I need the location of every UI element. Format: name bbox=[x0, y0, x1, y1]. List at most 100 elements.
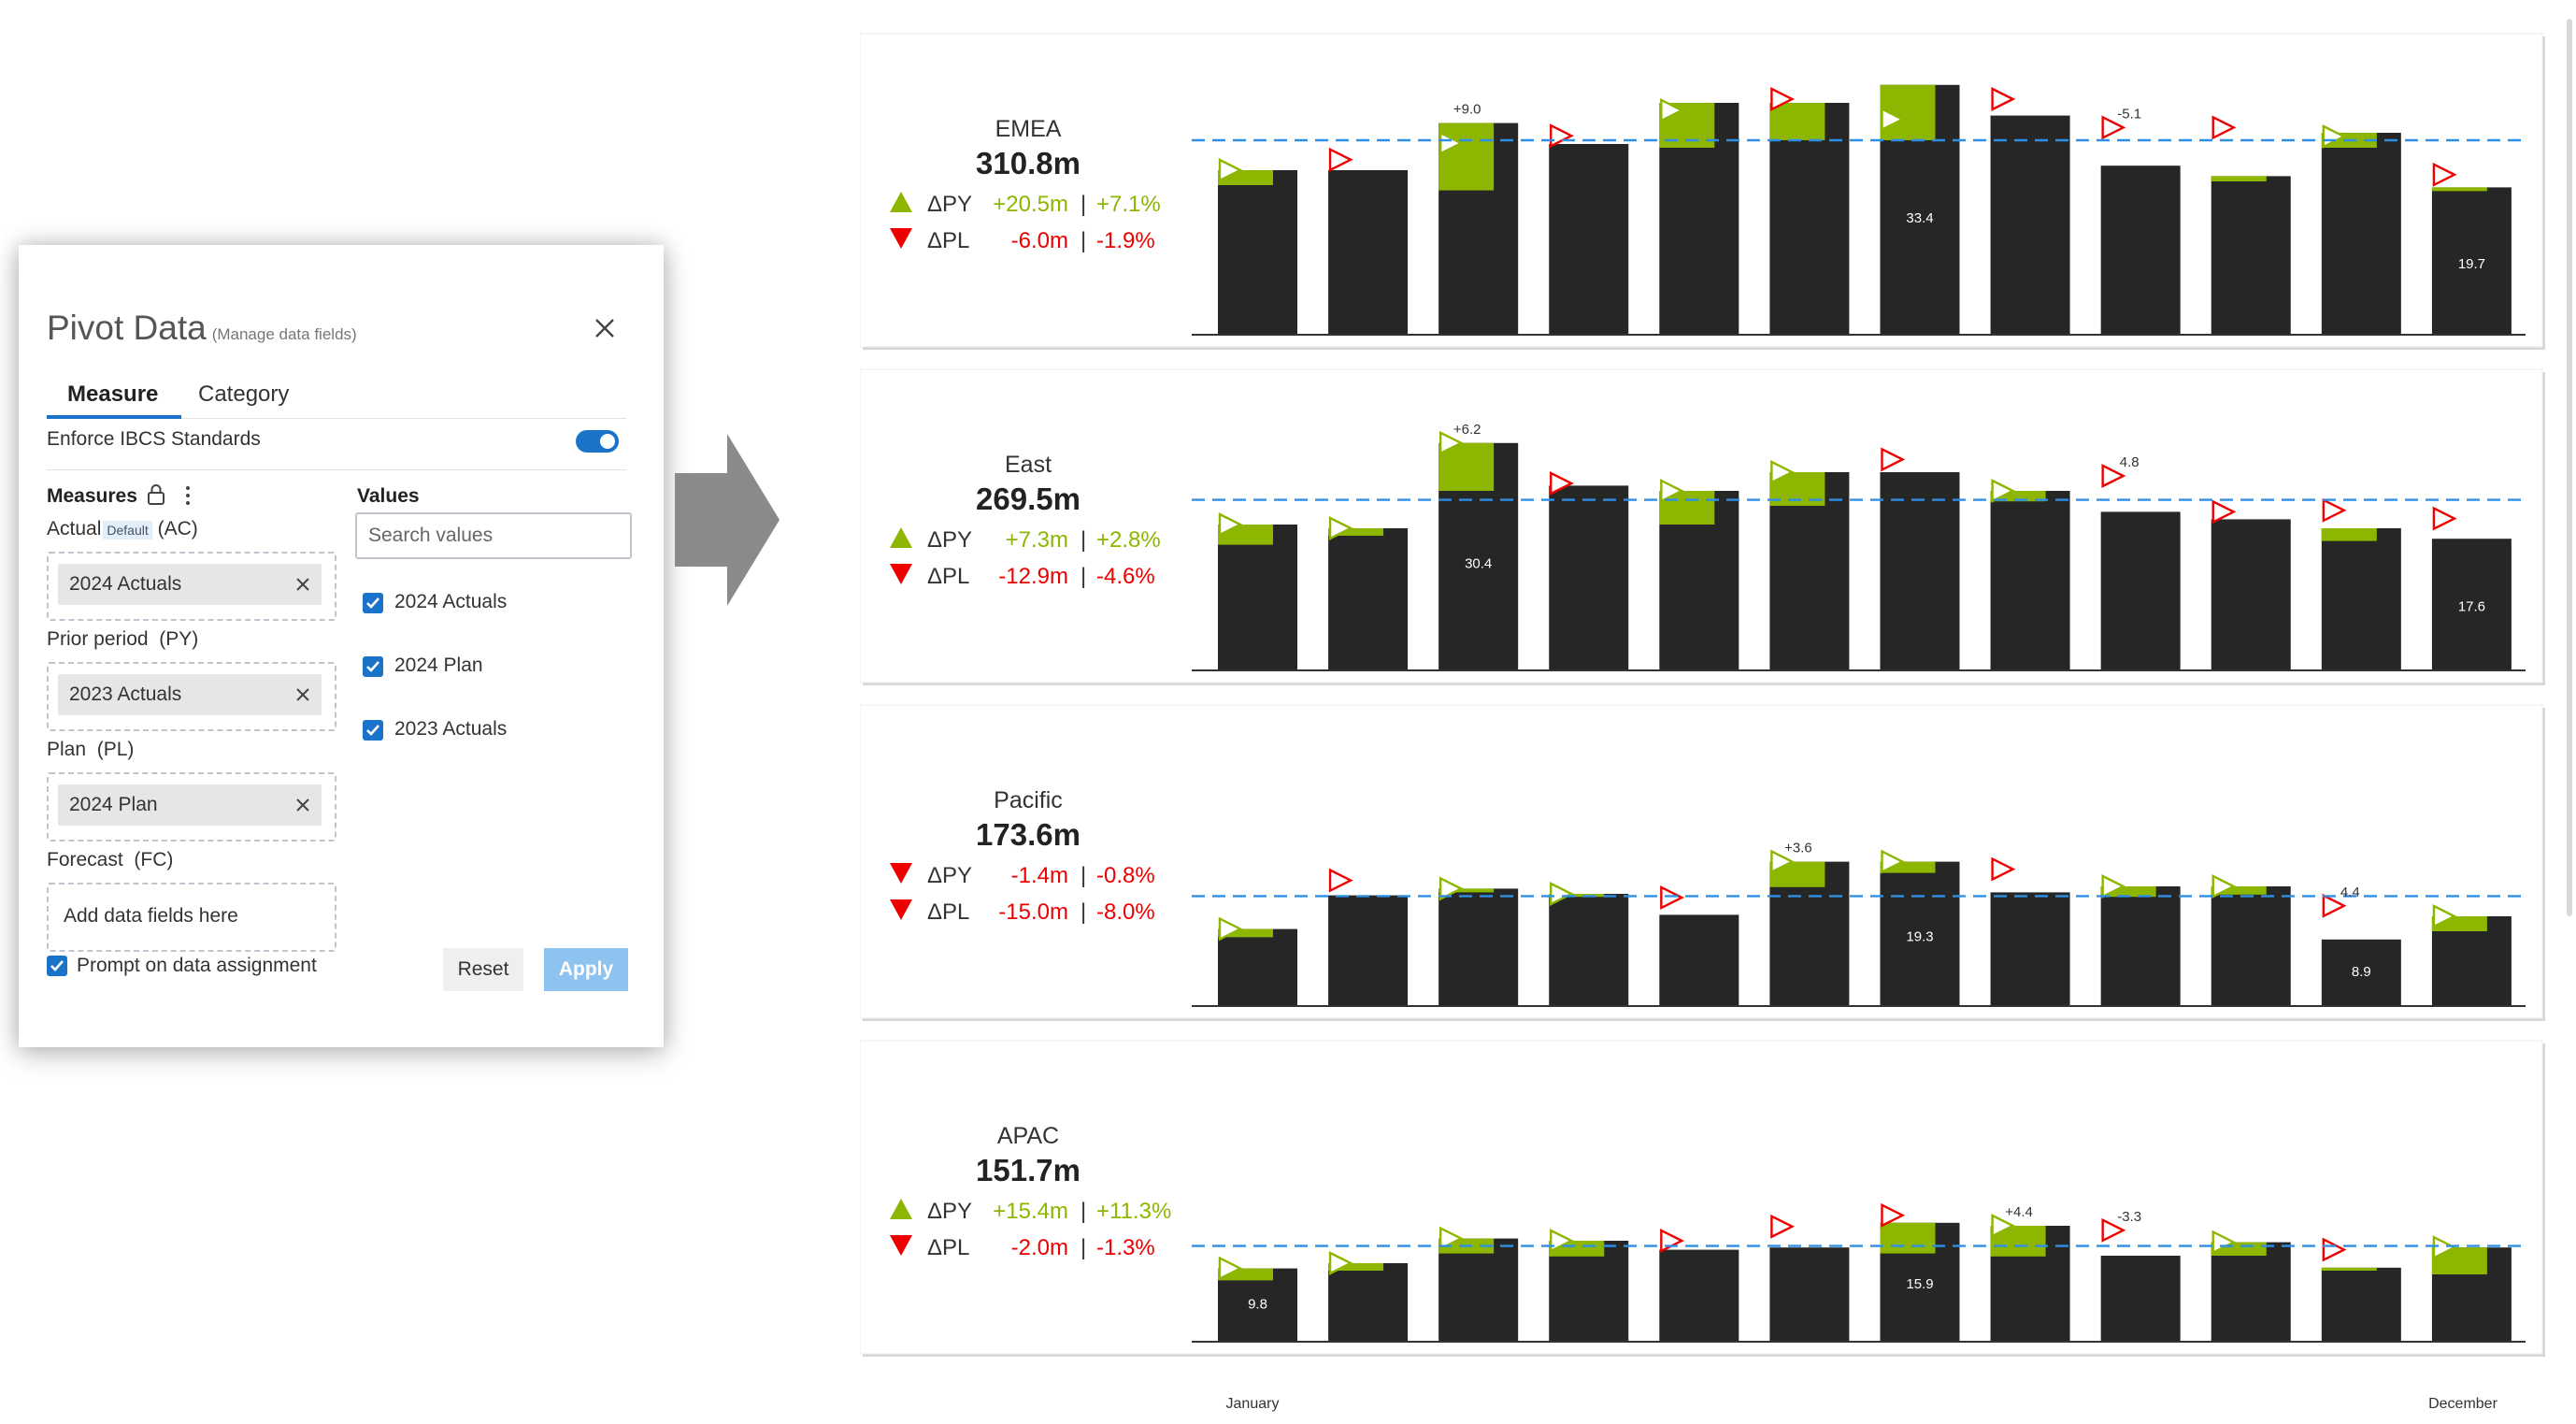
actual-bar bbox=[1990, 115, 2070, 335]
delta-pct: +11.3% bbox=[1096, 1199, 1171, 1224]
plan-marker-icon bbox=[2322, 124, 2347, 149]
plan-marker-icon bbox=[2322, 893, 2347, 918]
actual-bar bbox=[2431, 187, 2512, 335]
delta-value-label: +3.6 bbox=[1784, 841, 1812, 856]
actual-label-text: Actual bbox=[47, 518, 102, 539]
delta-abs: -1.4m bbox=[1011, 863, 1068, 888]
delta-label: ΔPL bbox=[927, 564, 969, 589]
actual-bar bbox=[1549, 485, 1629, 670]
py-variance-bar bbox=[2211, 176, 2267, 181]
search-values-input[interactable] bbox=[355, 512, 632, 559]
bar-value-label: 19.3 bbox=[1906, 929, 1933, 945]
actual-bar bbox=[2211, 886, 2291, 1006]
prior-period-label: Prior period (PY) bbox=[47, 628, 198, 651]
right-arrow-icon bbox=[675, 434, 780, 606]
delta-separator: | bbox=[1080, 228, 1086, 253]
plan-marker-icon bbox=[1770, 460, 1796, 484]
delta-separator: | bbox=[1080, 899, 1086, 925]
plan-marker-icon bbox=[2322, 1237, 2347, 1262]
plan-dropzone[interactable]: 2024 Plan bbox=[47, 772, 336, 841]
plan-marker-icon bbox=[1218, 158, 1243, 182]
chart-panels: 30m20m10m0EMEA310.8mΔPY+20.5m|+7.1%ΔPL-6… bbox=[860, 33, 2545, 1357]
py-variance-bar bbox=[1438, 442, 1495, 491]
actual-chip[interactable]: 2024 Actuals bbox=[58, 564, 322, 605]
py-variance-bar bbox=[2431, 187, 2487, 192]
value-label: 2024 Plan bbox=[394, 654, 483, 676]
remove-icon[interactable] bbox=[293, 685, 312, 704]
lock-icon[interactable] bbox=[146, 482, 166, 507]
actual-bar bbox=[1328, 1263, 1409, 1342]
forecast-label: Forecast (FC) bbox=[47, 849, 173, 871]
region-name: EMEA bbox=[995, 116, 1062, 142]
delta-abs: -6.0m bbox=[1011, 228, 1068, 253]
delta-label: ΔPL bbox=[927, 899, 969, 925]
plan-marker-icon bbox=[2101, 1217, 2126, 1243]
plan-marker-icon bbox=[1660, 98, 1685, 122]
delta-value-label: +9.0 bbox=[1453, 102, 1481, 118]
delta-value-label: -5.1 bbox=[2117, 106, 2141, 122]
actual-label: Actual Default (AC) bbox=[47, 518, 198, 540]
py-variance-bar bbox=[1990, 491, 2046, 502]
actual-chip-label: 2024 Actuals bbox=[69, 573, 182, 595]
value-checkbox-2024-plan[interactable] bbox=[363, 656, 383, 677]
plan-marker-icon bbox=[1328, 1251, 1353, 1275]
plan-chip[interactable]: 2024 Plan bbox=[58, 784, 322, 826]
plan-marker-icon bbox=[2432, 162, 2457, 187]
actual-bar bbox=[2321, 528, 2401, 670]
py-variance-bar bbox=[1438, 122, 1495, 191]
delta-pct: -0.8% bbox=[1096, 863, 1155, 888]
value-checkbox-2024-actuals[interactable] bbox=[363, 593, 383, 613]
tab-category[interactable]: Category bbox=[198, 381, 290, 407]
bar-value-label: 15.9 bbox=[1906, 1276, 1933, 1292]
value-checkbox-2023-actuals[interactable] bbox=[363, 720, 383, 741]
plan-marker-icon bbox=[1550, 123, 1574, 149]
actual-bar bbox=[1218, 928, 1297, 1006]
actual-bar bbox=[2100, 165, 2181, 335]
close-icon[interactable] bbox=[589, 312, 621, 344]
prompt-label: Prompt on data assignment bbox=[77, 955, 317, 976]
section-divider bbox=[47, 469, 626, 470]
plan-marker-icon bbox=[2432, 904, 2457, 928]
value-label: 2023 Actuals bbox=[394, 718, 508, 740]
prior-period-chip[interactable]: 2023 Actuals bbox=[58, 674, 322, 715]
actual-bar bbox=[2211, 176, 2291, 335]
prior-period-dropzone[interactable]: 2023 Actuals bbox=[47, 662, 336, 731]
plan-label-text: Plan bbox=[47, 739, 87, 760]
actual-dropzone[interactable]: 2024 Actuals bbox=[47, 552, 336, 621]
bar-value-label: 30.4 bbox=[1465, 556, 1492, 572]
region-name: APAC bbox=[997, 1123, 1059, 1149]
actual-bar bbox=[2321, 939, 2401, 1006]
plan-marker-icon bbox=[2211, 115, 2237, 140]
delta-label: ΔPY bbox=[927, 192, 972, 217]
plan-marker-icon bbox=[1438, 876, 1464, 901]
plan-marker-icon bbox=[1328, 147, 1353, 172]
actual-bar bbox=[2321, 133, 2401, 335]
plan-marker-icon bbox=[1881, 849, 1906, 874]
prior-period-abbr: (PY) bbox=[159, 628, 199, 650]
triangle-up-icon bbox=[890, 527, 912, 548]
remove-icon[interactable] bbox=[293, 575, 312, 594]
forecast-dropzone[interactable]: Add data fields here bbox=[47, 883, 336, 952]
apply-button[interactable]: Apply bbox=[544, 948, 628, 991]
dialog-title-text: Pivot Data bbox=[47, 309, 207, 347]
enforce-ibcs-toggle[interactable] bbox=[576, 430, 619, 453]
plan-marker-icon bbox=[1328, 868, 1353, 893]
remove-icon[interactable] bbox=[293, 796, 312, 814]
plan-marker-icon bbox=[1438, 131, 1464, 156]
tab-measure[interactable]: Measure bbox=[67, 381, 159, 407]
delta-pct: +2.8% bbox=[1096, 527, 1161, 553]
plan-chip-label: 2024 Plan bbox=[69, 794, 158, 815]
actual-bar bbox=[1218, 170, 1297, 335]
plan-marker-icon bbox=[2432, 506, 2457, 531]
plan-marker-icon bbox=[1218, 1256, 1243, 1281]
py-variance-bar bbox=[1218, 928, 1273, 938]
reset-button[interactable]: Reset bbox=[443, 948, 523, 991]
more-vertical-icon[interactable] bbox=[183, 484, 193, 507]
plan-marker-icon bbox=[1991, 479, 2016, 503]
delta-pct: -1.9% bbox=[1096, 228, 1155, 253]
bar-value-label: 17.6 bbox=[2458, 599, 2485, 615]
prompt-checkbox[interactable] bbox=[47, 956, 67, 976]
actual-bar bbox=[1328, 170, 1409, 335]
scrollbar[interactable] bbox=[2567, 19, 2572, 916]
plan-marker-icon bbox=[2432, 1235, 2457, 1260]
